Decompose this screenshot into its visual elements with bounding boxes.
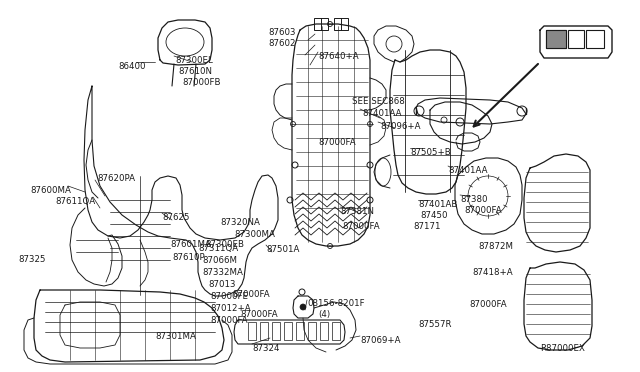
Text: 87418+A: 87418+A (472, 268, 513, 277)
Text: 87320NA: 87320NA (220, 218, 260, 227)
Text: 87640+A: 87640+A (318, 52, 358, 61)
Text: 87311QA: 87311QA (198, 244, 238, 253)
Text: 87000FA: 87000FA (469, 300, 507, 309)
Bar (272, 322, 280, 340)
Text: 87610P: 87610P (172, 253, 205, 262)
Bar (586, 30, 604, 48)
Text: 87096+A: 87096+A (380, 122, 420, 131)
Text: 87069+A: 87069+A (360, 336, 401, 345)
Text: 87505+B: 87505+B (410, 148, 451, 157)
Text: 87601MA: 87601MA (170, 240, 211, 249)
Text: 87620PA: 87620PA (97, 174, 135, 183)
Text: 87000FA: 87000FA (210, 316, 248, 325)
Bar (296, 322, 304, 340)
Text: 87300EL: 87300EL (175, 56, 212, 65)
Text: 87380: 87380 (460, 195, 488, 204)
Text: 87000FA: 87000FA (240, 310, 278, 319)
Text: 87625: 87625 (162, 213, 189, 222)
Text: 87401AB: 87401AB (418, 200, 458, 209)
Circle shape (300, 304, 306, 310)
Text: 87300MA: 87300MA (234, 230, 275, 239)
Text: 87600MA: 87600MA (30, 186, 71, 195)
Text: 87602: 87602 (268, 39, 296, 48)
Bar (320, 322, 328, 340)
Text: 87000FE: 87000FE (210, 292, 248, 301)
Text: 87332MA: 87332MA (202, 268, 243, 277)
Bar (568, 30, 584, 48)
Text: 87401AA: 87401AA (448, 166, 488, 175)
Bar (284, 322, 292, 340)
Text: 08156-8201F: 08156-8201F (307, 299, 365, 308)
Text: 87301MA: 87301MA (155, 332, 196, 341)
Text: 87325: 87325 (18, 255, 45, 264)
Text: (4): (4) (318, 310, 330, 319)
Text: 87872M: 87872M (478, 242, 513, 251)
Bar (248, 322, 256, 340)
Text: 87012+A: 87012+A (210, 304, 251, 313)
Bar (314, 18, 328, 30)
Bar (332, 322, 340, 340)
Text: 87171: 87171 (413, 222, 440, 231)
Bar (546, 30, 566, 48)
Text: 87000FA: 87000FA (318, 138, 356, 147)
Bar (334, 18, 348, 30)
Bar (308, 322, 316, 340)
Text: 87324: 87324 (252, 344, 280, 353)
Text: 87000FA: 87000FA (342, 222, 380, 231)
Text: 87401AA: 87401AA (362, 109, 401, 118)
Text: 87013: 87013 (208, 280, 236, 289)
Text: 87381N: 87381N (340, 207, 374, 216)
Text: 87300EB: 87300EB (205, 240, 244, 249)
Text: 87000FA: 87000FA (464, 206, 502, 215)
Text: 87501A: 87501A (266, 245, 300, 254)
Bar (546, 30, 566, 48)
Text: 87610N: 87610N (178, 67, 212, 76)
Text: SEE SEC868: SEE SEC868 (352, 97, 404, 106)
Text: 87450: 87450 (420, 211, 447, 220)
Text: 87066M: 87066M (202, 256, 237, 265)
Text: 87603: 87603 (268, 28, 296, 37)
Text: 87611QA: 87611QA (55, 197, 95, 206)
Text: 86400: 86400 (118, 62, 145, 71)
Bar (260, 322, 268, 340)
Text: 87000FA: 87000FA (232, 290, 269, 299)
Text: 87000FB: 87000FB (182, 78, 221, 87)
Text: 87557R: 87557R (418, 320, 451, 329)
Text: R87000EX: R87000EX (540, 344, 585, 353)
